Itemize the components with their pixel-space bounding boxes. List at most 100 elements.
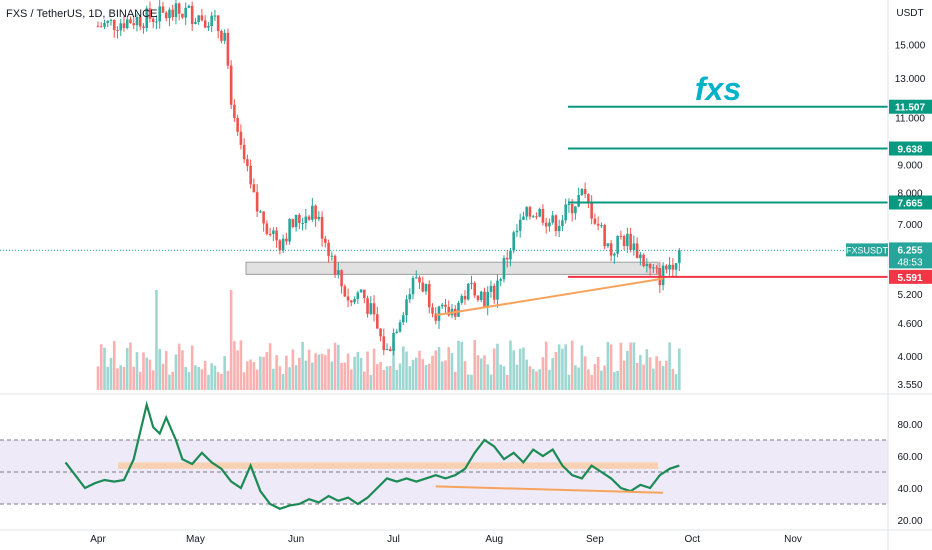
- candle-body: [171, 9, 174, 18]
- volume-bar: [515, 364, 519, 390]
- volume-bar: [129, 342, 132, 390]
- candle-body: [600, 225, 603, 227]
- candle-body: [564, 204, 567, 221]
- candle-body: [272, 230, 275, 234]
- rsi-pane[interactable]: [0, 400, 888, 510]
- candle-body: [333, 255, 337, 275]
- candle-body: [665, 265, 668, 270]
- volume-bar: [668, 342, 671, 390]
- candle-body: [518, 219, 522, 231]
- volume-bar: [502, 366, 506, 390]
- time-tick-label: Oct: [685, 534, 701, 545]
- candle-body: [311, 205, 314, 220]
- candle-body: [447, 306, 451, 316]
- volume-bar: [272, 368, 275, 390]
- candle-body: [356, 292, 360, 299]
- level-price-label: 9.638: [897, 145, 922, 156]
- candle-body: [236, 117, 239, 132]
- candle-body: [320, 216, 324, 239]
- candle-body: [138, 16, 142, 27]
- rsi-tick-label: 20.00: [897, 516, 922, 527]
- candle-body: [587, 194, 590, 202]
- candle-body: [324, 238, 327, 243]
- volume-bar: [314, 353, 317, 390]
- volume-bar: [421, 359, 425, 390]
- volume-bar: [678, 348, 681, 390]
- volume-bar: [177, 343, 181, 390]
- candle-body: [96, 26, 100, 28]
- volume-bar: [116, 368, 119, 390]
- volume-bar: [593, 364, 597, 390]
- volume-bar: [665, 360, 668, 390]
- candle-body: [525, 207, 528, 217]
- volume-bar: [411, 359, 415, 390]
- volume-bar: [431, 355, 434, 390]
- volume-bar: [350, 369, 353, 390]
- price-pane[interactable]: fxs: [0, 0, 888, 356]
- candle-body: [116, 29, 119, 31]
- volume-bar: [356, 351, 360, 390]
- chart-title: FXS / TetherUS, 1D, BINANCE: [6, 8, 158, 20]
- time-tick-label: Jul: [387, 534, 400, 545]
- volume-pane: [96, 290, 681, 390]
- volume-bar: [626, 350, 629, 390]
- candle-body: [388, 349, 392, 351]
- candle-body: [262, 211, 265, 224]
- candle-body: [567, 204, 571, 206]
- volume-bar: [158, 348, 162, 390]
- volume-bar: [600, 370, 603, 390]
- candle-body: [548, 222, 551, 227]
- candle-body: [674, 263, 678, 270]
- volume-bar: [648, 357, 652, 390]
- volume-bar: [210, 363, 213, 390]
- candle-body: [314, 205, 317, 220]
- candle-body: [626, 233, 629, 247]
- volume-bar: [125, 347, 129, 390]
- volume-bar: [606, 341, 610, 390]
- volume-bar: [148, 359, 152, 390]
- volume-bar: [203, 360, 207, 390]
- symbol-tag-label: FXSUSDT: [846, 245, 889, 255]
- candle-body: [463, 296, 467, 300]
- rsi-zone: [118, 462, 658, 469]
- candle-body: [346, 296, 350, 301]
- volume-bar: [317, 354, 321, 390]
- candle-body: [275, 230, 278, 241]
- volume-bar: [499, 364, 503, 390]
- last-price-label: 6.255: [897, 245, 922, 256]
- level-price-tag: [889, 195, 932, 210]
- candle-body: [239, 131, 243, 145]
- price-tick-label: 13.000: [895, 74, 926, 85]
- volume-bar: [379, 362, 382, 390]
- volume-bar: [544, 341, 548, 390]
- candle-body: [142, 26, 145, 29]
- volume-bar: [171, 371, 174, 390]
- candle-body: [125, 19, 129, 29]
- volume-bar: [632, 342, 636, 390]
- volume-bar: [583, 356, 587, 390]
- volume-bar: [528, 366, 532, 390]
- candle-body: [678, 250, 681, 264]
- candle-body: [135, 16, 139, 26]
- candle-body: [561, 220, 564, 227]
- price-tick-label: 4.600: [897, 319, 922, 330]
- price-tick-label: 15.000: [895, 40, 926, 51]
- candle-body: [216, 15, 220, 32]
- volume-bar: [388, 366, 392, 390]
- candle-body: [190, 5, 194, 24]
- volume-bar: [385, 366, 389, 390]
- volume-bar: [444, 360, 447, 390]
- volume-bar: [366, 351, 369, 390]
- candle-body: [570, 204, 574, 214]
- candle-body: [613, 253, 616, 256]
- volume-bar: [622, 360, 626, 390]
- candle-body: [304, 216, 308, 224]
- candle-body: [460, 296, 464, 303]
- volume-bar: [655, 356, 658, 390]
- volume-bar: [197, 366, 200, 390]
- candle-body: [132, 23, 136, 26]
- candle-body: [557, 226, 561, 232]
- candle-body: [265, 223, 269, 234]
- candle-body: [444, 304, 447, 307]
